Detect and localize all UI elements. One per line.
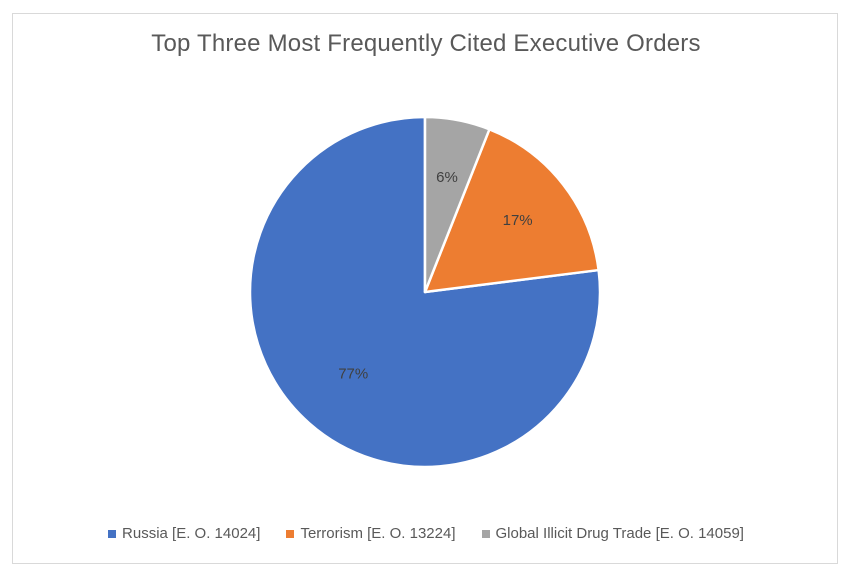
legend-item-russia: Russia [E. O. 14024] [108, 525, 260, 542]
legend-label-terrorism: Terrorism [E. O. 13224] [300, 525, 456, 542]
legend-label-russia: Russia [E. O. 14024] [122, 525, 261, 542]
legend-label-drug-trade: Global Illicit Drug Trade [E. O. 14059] [495, 525, 744, 542]
legend-swatch-russia [108, 529, 117, 538]
legend-swatch-terrorism [286, 529, 295, 538]
data-label-terrorism: 17% [503, 212, 533, 229]
data-label-drug-trade: 6% [436, 169, 458, 186]
slice-drug-trade [423, 115, 491, 294]
slice-terrorism [423, 128, 600, 294]
data-label-russia: 77% [338, 365, 368, 382]
legend-swatch-drug-trade [481, 529, 490, 538]
legend-item-drug-trade: Global Illicit Drug Trade [E. O. 14059] [481, 525, 744, 542]
chart-title: Top Three Most Frequently Cited Executiv… [151, 30, 701, 57]
legend: Russia [E. O. 14024] Terrorism [E. O. 13… [0, 525, 852, 542]
legend-item-terrorism: Terrorism [E. O. 13224] [286, 525, 456, 542]
